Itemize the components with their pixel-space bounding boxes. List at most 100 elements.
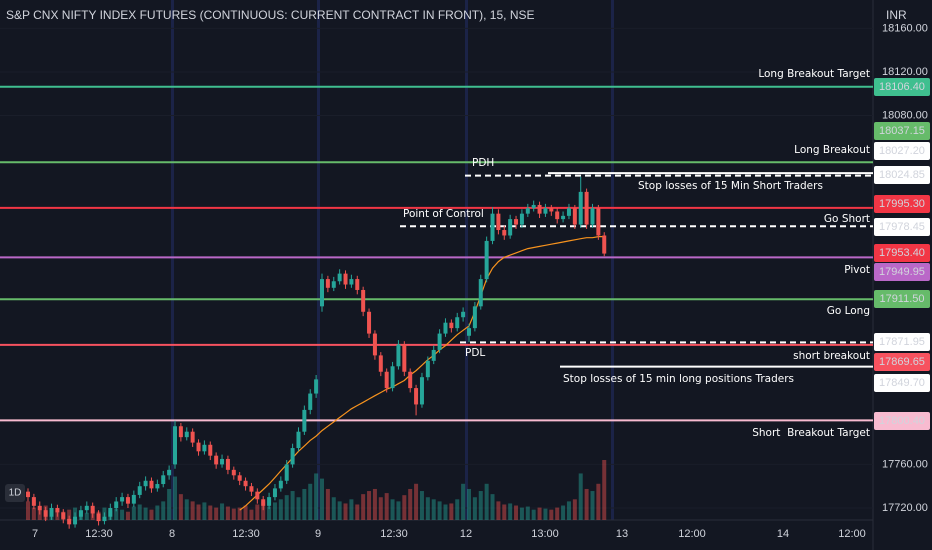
volume-bar xyxy=(249,509,254,520)
candle-body xyxy=(243,480,248,487)
x-tick-label: 13:00 xyxy=(531,528,559,540)
volume-bar xyxy=(525,506,530,520)
volume-bar xyxy=(472,497,477,520)
volume-bar xyxy=(543,508,548,520)
volume-bar xyxy=(120,509,125,520)
price-box-label: 17949.95 xyxy=(879,266,925,278)
price-box xyxy=(874,412,930,430)
volume-bar xyxy=(267,506,272,520)
candle-body xyxy=(261,499,266,506)
volume-bar xyxy=(537,507,542,520)
candle-body xyxy=(561,215,566,220)
volume-bar xyxy=(519,507,524,520)
x-tick-label: 13 xyxy=(616,528,628,540)
y-tick-label: 17760.00 xyxy=(882,458,928,470)
candle-body xyxy=(90,505,95,514)
x-tick-label: 8 xyxy=(169,528,175,540)
candle-body xyxy=(267,497,272,506)
volume-bar xyxy=(555,507,560,520)
candle-body xyxy=(37,505,42,511)
candle-body xyxy=(61,512,66,519)
candle-body xyxy=(161,475,166,485)
price-box xyxy=(874,78,930,96)
candle-body xyxy=(361,289,366,312)
candle-body xyxy=(478,279,483,307)
candle-body xyxy=(549,208,554,212)
volume-bar xyxy=(531,509,536,520)
price-box xyxy=(874,166,930,184)
candle-body xyxy=(396,344,401,367)
interval-badge-text: 1D xyxy=(9,488,22,499)
volume-bar xyxy=(467,488,471,520)
candle-body xyxy=(167,469,172,476)
x-tick-label: 9 xyxy=(315,528,321,540)
volume-bar xyxy=(290,491,295,520)
candle-body xyxy=(537,204,542,214)
volume-bar xyxy=(572,499,577,520)
x-tick-label: 12:30 xyxy=(85,528,113,540)
price-box xyxy=(874,122,930,140)
candle-body xyxy=(143,480,148,487)
volume-bar xyxy=(220,503,225,520)
price-box-label: 17849.70 xyxy=(879,377,925,389)
volume-bar xyxy=(114,508,119,520)
volume-bar xyxy=(302,488,307,520)
candle-body xyxy=(184,431,189,438)
candle-body xyxy=(378,355,383,372)
price-box xyxy=(874,142,930,160)
y-tick-label: 18120.00 xyxy=(882,66,928,78)
session-separator xyxy=(465,0,468,520)
candle-body xyxy=(125,497,130,504)
candle-body xyxy=(514,219,519,225)
candle-body xyxy=(566,208,571,216)
candle-body xyxy=(55,508,60,513)
candle-body xyxy=(278,480,283,489)
candle-body xyxy=(437,333,442,350)
volume-bar xyxy=(478,491,483,520)
price-box-label: 18027.20 xyxy=(879,145,925,157)
volume-bar xyxy=(361,494,366,520)
candle-body xyxy=(237,475,242,481)
price-box xyxy=(874,195,930,213)
volume-bar xyxy=(496,501,501,520)
candle-body xyxy=(431,349,436,361)
x-tick-label: 12:00 xyxy=(678,528,706,540)
price-box-label: 17871.95 xyxy=(879,336,925,348)
volume-bar xyxy=(508,503,513,520)
volume-bar xyxy=(178,494,183,520)
volume-bar xyxy=(31,507,36,520)
level-name: Long Breakout xyxy=(794,144,870,156)
volume-bar xyxy=(261,501,266,520)
price-box xyxy=(874,290,930,308)
volume-bar xyxy=(414,483,419,520)
candle-body xyxy=(402,344,407,372)
interval-badge[interactable] xyxy=(5,484,25,502)
candle-body xyxy=(472,306,477,329)
candle-body xyxy=(578,191,583,225)
candle-body xyxy=(302,409,307,432)
x-tick-label: 12 xyxy=(460,528,472,540)
candle-body xyxy=(555,211,560,220)
candle-body xyxy=(531,204,536,209)
price-box-label: 17995.30 xyxy=(879,198,925,210)
candle-body xyxy=(231,469,236,476)
candle-body xyxy=(584,191,589,225)
volume-bar xyxy=(308,483,313,520)
candle-body xyxy=(443,322,448,334)
volume-bar xyxy=(255,504,260,520)
volume-bar xyxy=(155,505,160,520)
level-name: Stop losses of 15 Min Short Traders xyxy=(638,180,823,192)
candle-body xyxy=(108,508,113,517)
candle-body xyxy=(296,431,301,449)
volume-bar xyxy=(484,483,489,520)
candle-body xyxy=(214,455,219,465)
level-name: Short Breakout Target xyxy=(752,427,870,439)
candle-body xyxy=(178,426,183,438)
currency: INR xyxy=(886,8,907,22)
x-tick-label: 7 xyxy=(32,528,38,540)
level-name: PDH xyxy=(472,157,494,169)
volume-bar xyxy=(320,478,324,520)
volume-bar xyxy=(419,491,424,520)
volume-bar xyxy=(149,509,154,520)
candle-body xyxy=(31,497,36,506)
